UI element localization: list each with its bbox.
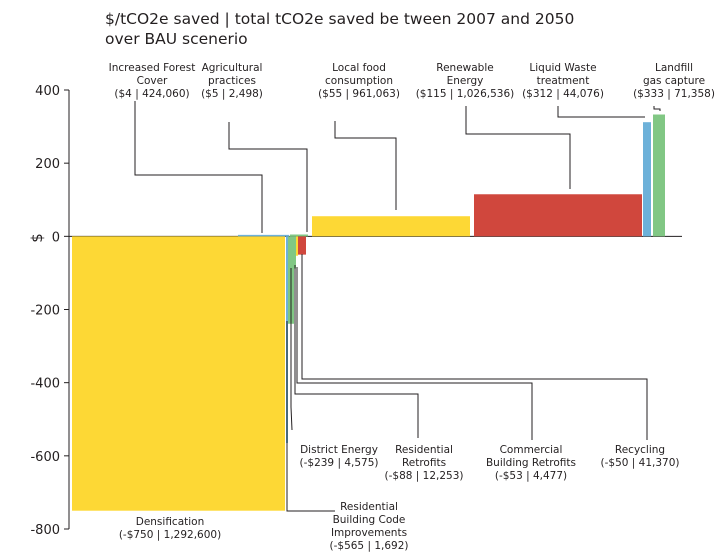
bar-name-label-1: Building Code: [333, 514, 406, 526]
bar-name-label-6: Cover: [137, 75, 168, 87]
bar-8: [312, 216, 470, 237]
bar-value-label-4: (-$53 | 4,477): [495, 470, 567, 482]
bar-name-label-9: Energy: [447, 75, 484, 87]
bar-value-label-1: (-$565 | 1,692): [330, 540, 409, 552]
bar-value-label-9: ($115 | 1,026,536): [416, 88, 515, 100]
chart-title-line-1: $/tCO2e saved | total tCO2e saved be twe…: [105, 10, 574, 28]
bar-name-label-10: Liquid Waste: [529, 62, 596, 74]
chart-title-line-2: over BAU scenerio: [105, 30, 248, 48]
leader-line-9: [465, 106, 571, 189]
y-tick-label: 400: [35, 84, 60, 99]
bar-value-label-6: ($4 | 424,060): [114, 88, 189, 100]
bar-name-label-7: Agricultural: [202, 62, 263, 74]
leader-line-7: [228, 122, 308, 232]
bar-10: [643, 122, 651, 237]
bar-value-label-8: ($55 | 961,063): [318, 88, 400, 100]
bar-9: [474, 194, 642, 237]
bar-value-label-10: ($312 | 44,076): [522, 88, 604, 100]
bar-name-label-6: Increased Forest: [109, 62, 196, 74]
bar-name-label-8: consumption: [325, 75, 393, 87]
bar-0: [72, 236, 285, 511]
bar-name-label-3: Retrofits: [402, 457, 446, 469]
bar-value-label-7: ($5 | 2,498): [201, 88, 263, 100]
bar-name-label-2: District Energy: [300, 444, 378, 456]
bar-name-label-5: Recycling: [615, 444, 665, 456]
bar-name-label-4: Commercial: [500, 444, 563, 456]
y-tick-label: -600: [30, 450, 60, 465]
bar-name-label-4: Building Retrofits: [486, 457, 576, 469]
bar-value-label-11: ($333 | 71,358): [633, 88, 715, 100]
leader-line-10: [557, 106, 645, 118]
bar-name-label-10: treatment: [537, 75, 590, 87]
bar-4: [296, 236, 298, 256]
y-tick-label: -400: [30, 377, 60, 392]
bar-11: [653, 114, 665, 237]
bar-name-label-1: Improvements: [331, 527, 407, 539]
y-tick-label: 200: [35, 157, 60, 172]
y-tick-label: 0: [52, 230, 60, 245]
leader-line-5: [301, 254, 648, 440]
y-axis-label: $: [28, 233, 46, 243]
leader-line-11: [653, 106, 661, 111]
leader-line-3: [294, 265, 419, 438]
y-tick-label: -200: [30, 304, 60, 319]
bar-value-label-2: (-$239 | 4,575): [300, 457, 379, 469]
bar-value-label-0: (-$750 | 1,292,600): [119, 529, 221, 541]
leader-lines-group: [134, 101, 661, 512]
bar-name-label-11: Landfill: [655, 62, 693, 74]
bar-value-label-3: (-$88 | 12,253): [385, 470, 464, 482]
bar-name-label-8: Local food: [332, 62, 386, 74]
leader-line-1: [286, 321, 335, 512]
bar-name-label-0: Densification: [136, 516, 205, 528]
bar-name-label-1: Residential: [340, 501, 398, 513]
bar-name-label-3: Residential: [395, 444, 453, 456]
bar-labels-group: Densification(-$750 | 1,292,600) Resident…: [109, 62, 715, 552]
bar-name-label-9: Renewable: [436, 62, 493, 74]
leader-line-2: [290, 268, 293, 431]
bar-7: [290, 234, 308, 237]
leader-line-4: [296, 267, 533, 440]
y-tick-label: -800: [30, 523, 60, 538]
leader-line-6: [134, 101, 263, 233]
leader-line-8: [334, 121, 397, 210]
bar-6: [238, 234, 289, 237]
bar-5: [298, 236, 306, 255]
bar-name-label-11: gas capture: [643, 75, 705, 87]
bar-3: [294, 236, 296, 269]
bar-name-label-7: practices: [208, 75, 256, 87]
bar-value-label-5: (-$50 | 41,370): [601, 457, 680, 469]
